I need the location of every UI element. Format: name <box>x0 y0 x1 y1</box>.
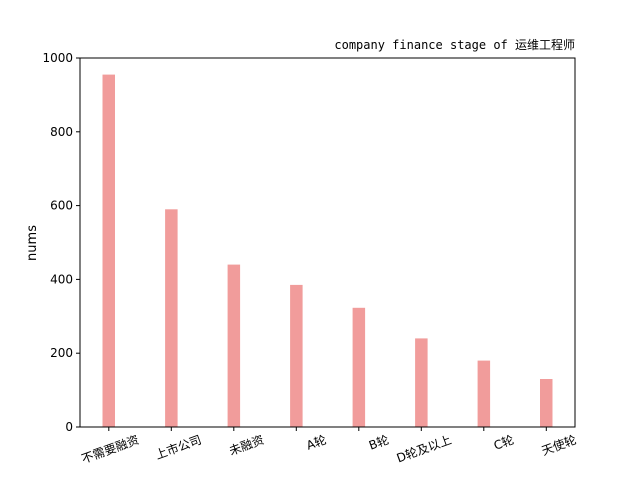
bar <box>165 209 178 427</box>
chart-title: company finance stage of 运维工程师 <box>334 37 575 52</box>
y-tick-label: 400 <box>50 272 73 286</box>
x-tick-label: 未融资 <box>227 433 266 458</box>
bar <box>477 360 491 427</box>
x-tick-label: 不需要融资 <box>80 433 141 467</box>
bar <box>352 307 366 427</box>
x-tick-label: B轮 <box>367 433 391 453</box>
x-axis-ticks: 不需要融资 上市公司 未融资 A轮 B轮 D轮及以上 C轮 天使轮 <box>80 427 578 467</box>
bar <box>415 338 428 427</box>
y-axis-ticks: 0 200 400 600 800 1000 <box>42 51 80 434</box>
bar <box>290 284 303 427</box>
y-tick-label: 800 <box>50 125 73 139</box>
plot-frame <box>79 57 576 428</box>
y-tick-label: 600 <box>50 199 73 213</box>
bar <box>540 379 553 427</box>
bars-group <box>102 74 553 427</box>
y-tick-label: 0 <box>65 420 73 434</box>
bar <box>102 74 115 427</box>
x-tick-label: 天使轮 <box>539 432 578 458</box>
x-tick-label: C轮 <box>492 433 516 453</box>
x-tick-label: 上市公司 <box>153 432 203 463</box>
bar <box>227 264 241 427</box>
x-tick-label: D轮及以上 <box>395 433 454 466</box>
y-tick-label: 1000 <box>42 51 73 65</box>
x-tick-label: A轮 <box>305 433 329 453</box>
y-axis-label: nums <box>25 225 40 261</box>
y-tick-label: 200 <box>50 346 73 360</box>
